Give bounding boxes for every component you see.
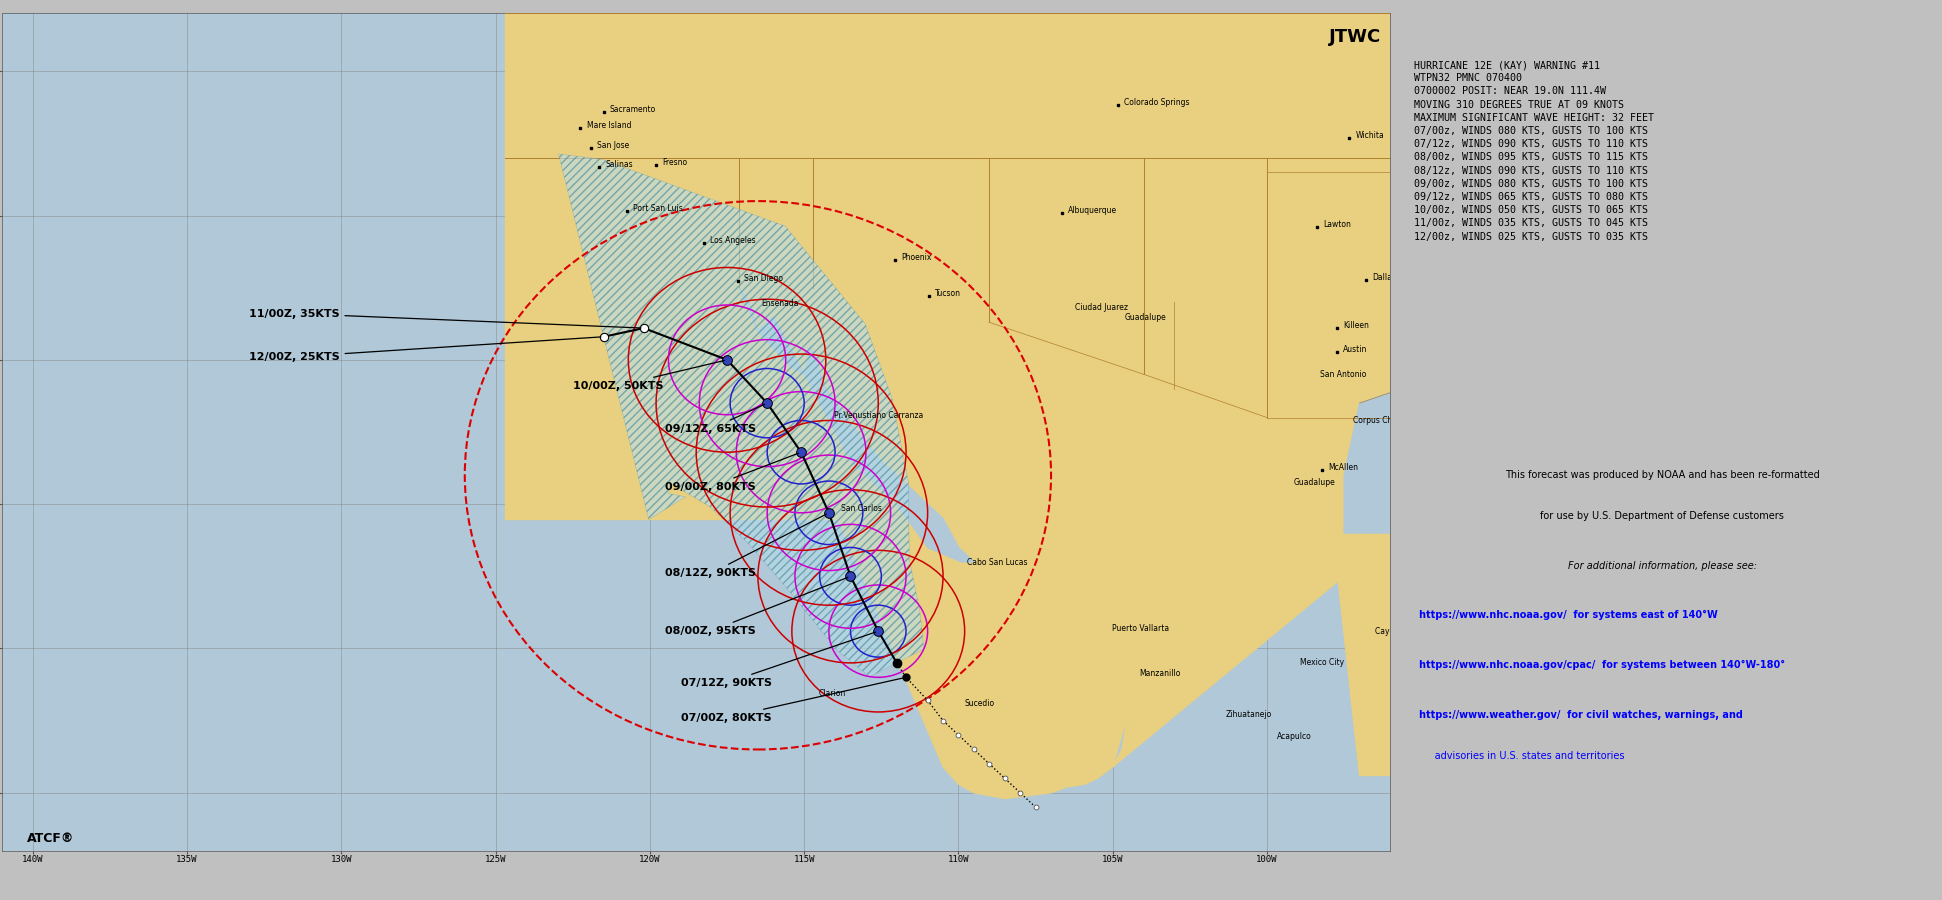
Text: JTWC: JTWC [1328,28,1381,46]
Text: https://www.weather.gov/  for civil watches, warnings, and: https://www.weather.gov/ for civil watch… [1420,710,1744,720]
Polygon shape [740,288,973,562]
Text: Ensenada: Ensenada [761,299,798,308]
Text: 09/12Z, 65KTS: 09/12Z, 65KTS [666,404,765,434]
Text: Tucson: Tucson [934,289,961,298]
Text: Ciudad Juarez: Ciudad Juarez [1076,302,1128,311]
Text: Pr.Venustiano Carranza: Pr.Venustiano Carranza [833,410,922,419]
Text: Puerto Vallarta: Puerto Vallarta [1113,624,1169,633]
Text: ATCF®: ATCF® [27,832,74,845]
Text: McAllen: McAllen [1328,463,1357,472]
Text: 07/12Z, 90KTS: 07/12Z, 90KTS [682,632,876,688]
Text: https://www.nhc.noaa.gov/cpac/  for systems between 140°W-180°: https://www.nhc.noaa.gov/cpac/ for syste… [1420,660,1785,670]
Polygon shape [505,14,1422,518]
Text: 08/12Z, 90KTS: 08/12Z, 90KTS [666,514,827,579]
Text: Lawton: Lawton [1323,220,1352,229]
Text: for use by U.S. Department of Defense customers: for use by U.S. Department of Defense cu… [1540,511,1785,521]
Text: Salinas: Salinas [606,160,633,169]
Text: 12/00Z, 25KTS: 12/00Z, 25KTS [249,337,600,362]
Text: Port San Luis: Port San Luis [633,203,684,212]
Text: Cayo A: Cayo A [1375,627,1402,636]
Text: 11/00Z, 35KTS: 11/00Z, 35KTS [249,309,641,328]
Text: HURRICANE 12E (KAY) WARNING #11
WTPN32 PMNC 070400
0700002 POSIT: NEAR 19.0N 111: HURRICANE 12E (KAY) WARNING #11 WTPN32 P… [1414,60,1655,241]
Text: 07/00Z, 80KTS: 07/00Z, 80KTS [682,678,903,723]
Text: Acapulco: Acapulco [1276,732,1311,741]
Text: Dallas: Dallas [1371,273,1396,282]
Text: Guadalupe: Guadalupe [1124,313,1167,322]
Text: Zihuatanejo: Zihuatanejo [1225,709,1272,718]
Text: For additional information, please see:: For additional information, please see: [1567,561,1758,571]
Polygon shape [1344,372,1606,533]
Text: Los Angeles: Los Angeles [711,236,755,245]
Text: 09/00Z, 80KTS: 09/00Z, 80KTS [666,454,798,491]
Text: San Carlos: San Carlos [841,503,882,512]
Text: Mexico City: Mexico City [1299,658,1344,667]
Text: Wichita: Wichita [1356,130,1385,140]
Polygon shape [740,288,977,571]
Text: https://www.nhc.noaa.gov/  for systems east of 140°W: https://www.nhc.noaa.gov/ for systems ea… [1420,610,1719,620]
Text: Fresno: Fresno [662,158,687,167]
Text: Mare Island: Mare Island [586,121,631,130]
Text: San Antonio: San Antonio [1321,370,1365,379]
Circle shape [693,380,711,398]
Text: Guadalupe: Guadalupe [1293,478,1334,487]
Text: Sucedio: Sucedio [965,699,994,708]
Text: Killeen: Killeen [1344,320,1369,329]
Text: advisories in U.S. states and territories: advisories in U.S. states and territorie… [1420,752,1625,761]
Text: Corpus Christi: Corpus Christi [1354,417,1408,426]
Text: Albuquerque: Albuquerque [1068,206,1117,215]
Text: San Diego: San Diego [744,274,783,284]
Text: Phoenix: Phoenix [901,253,930,262]
Polygon shape [559,154,924,677]
Text: San Jose: San Jose [598,140,629,149]
Text: Colorado Springs: Colorado Springs [1124,98,1190,107]
Text: Clarion: Clarion [820,688,847,698]
Text: This forecast was produced by NOAA and has been re-formatted: This forecast was produced by NOAA and h… [1505,470,1820,480]
Text: Manzanillo: Manzanillo [1140,669,1181,678]
Text: Austin: Austin [1344,345,1367,354]
Text: 10/00Z, 50KTS: 10/00Z, 50KTS [573,361,724,391]
Text: Cabo San Lucas: Cabo San Lucas [967,558,1027,567]
Text: Sacramento: Sacramento [610,104,656,113]
Text: 08/00Z, 95KTS: 08/00Z, 95KTS [666,577,849,636]
Polygon shape [740,288,1622,798]
